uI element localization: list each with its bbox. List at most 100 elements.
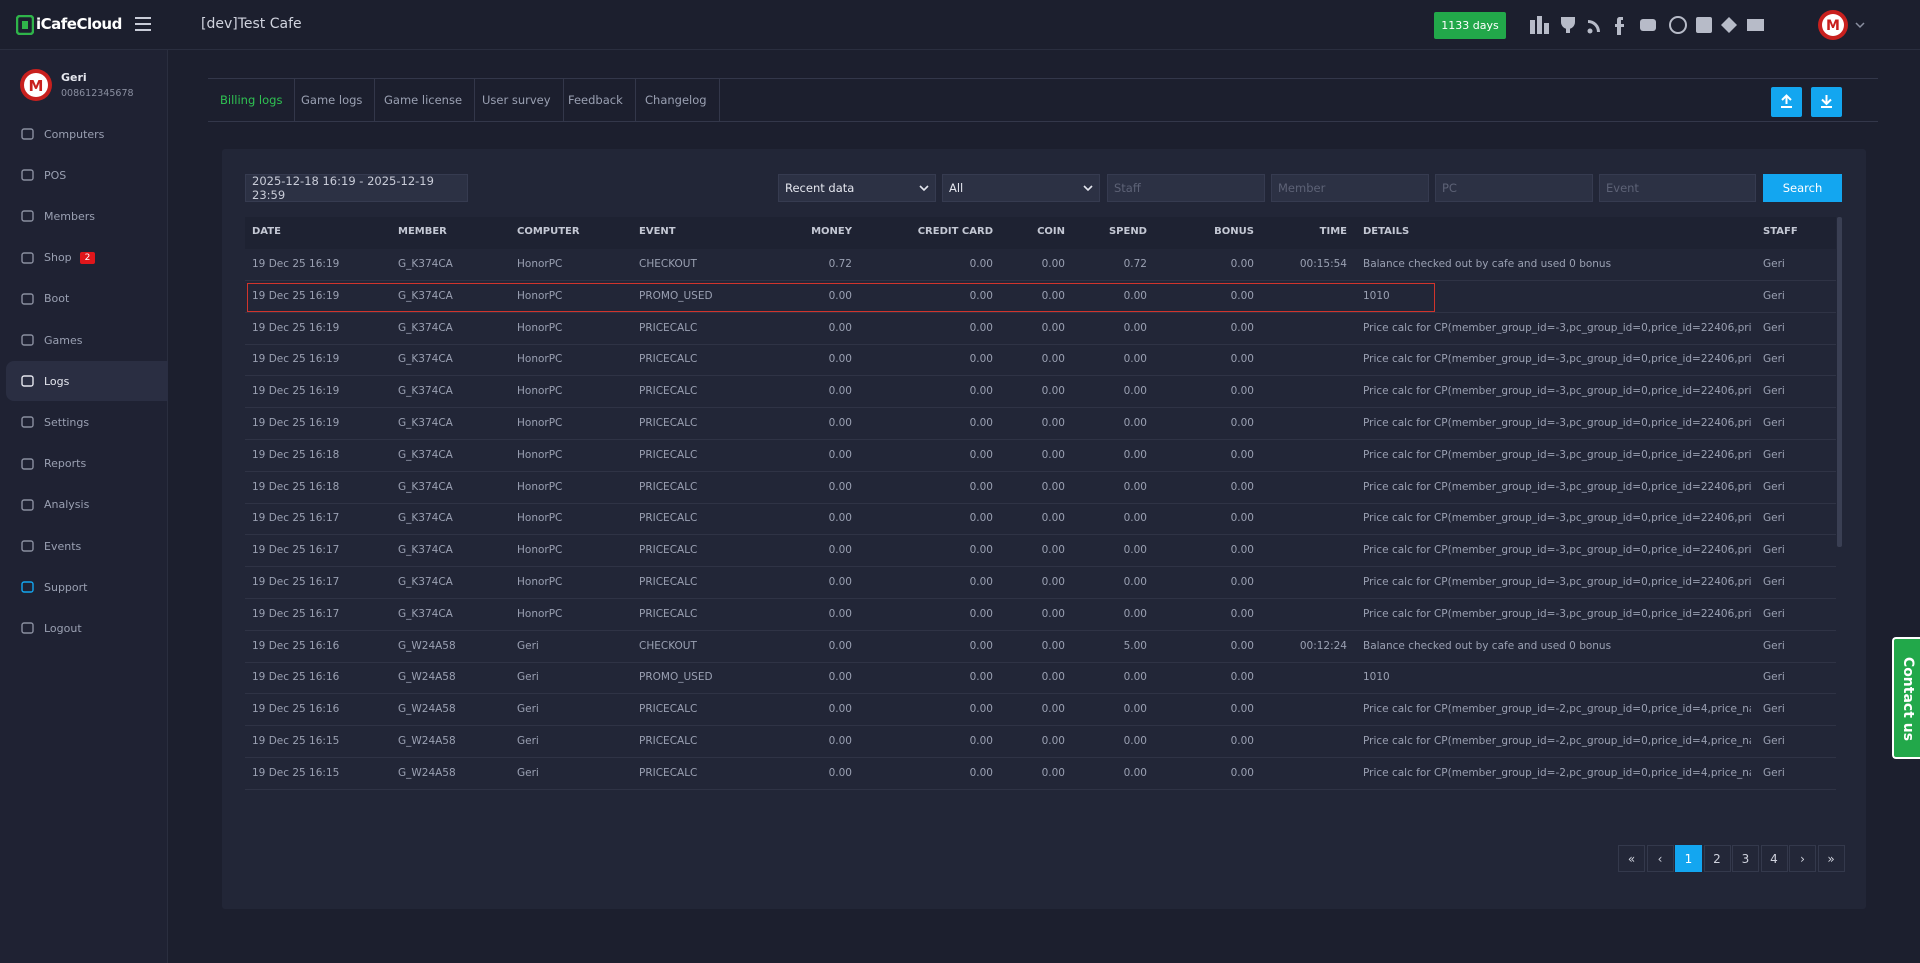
logo-icon — [16, 15, 34, 35]
export-buttons[interactable] — [1771, 87, 1843, 117]
nav-label: Events — [44, 539, 82, 553]
table-cell: 0.00 — [1230, 671, 1254, 684]
scope-select[interactable]: All — [942, 174, 1100, 202]
search-button[interactable]: Search — [1763, 174, 1842, 202]
page-button[interactable]: 1 — [1675, 845, 1702, 872]
nav-item[interactable]: Boot — [6, 279, 168, 319]
table-cell: G_W24A58 — [398, 703, 456, 716]
table-cell: 0.00 — [828, 417, 852, 429]
table-cell: PROMO_USED — [639, 671, 713, 684]
table-cell: PRICECALC — [639, 512, 698, 525]
row-divider — [245, 757, 1836, 758]
chevron — [919, 185, 929, 192]
pc-input[interactable]: PC — [1435, 174, 1593, 202]
table-cell: 0.00 — [1230, 448, 1254, 461]
tab[interactable]: Feedback — [556, 78, 636, 122]
nav-item[interactable]: Settings — [6, 402, 168, 442]
row-divider — [245, 439, 1836, 440]
table-cell: 19 Dec 25 16:18 — [252, 480, 340, 493]
type-select[interactable]: Recent data — [778, 174, 936, 202]
page-button[interactable]: › — [1789, 845, 1816, 872]
contact-tab[interactable]: Contact us — [1892, 637, 1920, 759]
account-menu[interactable]: M — [1818, 9, 1866, 41]
column-header: COIN — [1037, 226, 1065, 237]
nav-item[interactable]: Reports — [6, 444, 168, 484]
table-cell: 19 Dec 25 16:17 — [252, 544, 340, 557]
column-header: TIME — [1319, 226, 1347, 237]
nav-item[interactable]: Games — [6, 320, 168, 360]
days-badge[interactable]: 1133 days — [1434, 12, 1506, 39]
table-cell: 0.00 — [1041, 607, 1065, 620]
page-button[interactable]: 3 — [1732, 845, 1759, 872]
page-button[interactable]: 4 — [1760, 845, 1788, 872]
row-divider — [245, 693, 1836, 695]
table-cell: Geri — [1763, 639, 1785, 652]
table-cell: 19 Dec 25 16:19 — [252, 353, 340, 366]
top-bar: iCafeCloud [dev]Test Cafe 1133 days M — [0, 0, 1920, 50]
nav-item[interactable]: POS — [6, 155, 168, 195]
table-cell: G_K374CA — [398, 385, 453, 398]
table-cell: Geri — [1763, 703, 1785, 716]
tab[interactable]: Billing logs — [208, 78, 296, 122]
member-input[interactable]: Member — [1271, 174, 1429, 202]
nav-icon — [21, 375, 34, 387]
chevron — [1083, 185, 1093, 192]
page-button[interactable]: ‹ — [1646, 845, 1674, 872]
table-cell: 19 Dec 25 16:19 — [252, 321, 340, 334]
nav-item[interactable]: Computers — [6, 114, 168, 154]
table-cell: 0.00 — [969, 671, 993, 684]
table-cell: G_K374CA — [398, 353, 453, 366]
tab[interactable]: User survey — [470, 78, 564, 122]
nav-item[interactable]: Shop 2 — [6, 238, 168, 278]
table-cell: 0.00 — [1041, 544, 1065, 557]
staff-input[interactable]: Staff — [1107, 174, 1265, 202]
table-cell: 0.00 — [828, 480, 852, 493]
table-cell: 0.00 — [828, 512, 852, 525]
menu-toggle[interactable] — [135, 17, 151, 31]
nav-item[interactable]: Events — [6, 526, 168, 566]
table-cell: 0.00 — [828, 353, 852, 366]
nav-item[interactable]: Support — [6, 567, 168, 607]
table-cell: 0.00 — [828, 544, 852, 557]
nav-item[interactable]: Members — [6, 196, 168, 236]
date-range[interactable]: 2025-12-18 16:19 - 2025-12-19 23:59 — [245, 174, 468, 202]
table-cell: 0.00 — [969, 607, 993, 620]
table-cell: HonorPC — [517, 480, 563, 493]
scrollbar[interactable] — [1837, 217, 1842, 547]
table-cell: PRICECALC — [639, 385, 698, 398]
table-cell: G_K374CA — [398, 321, 453, 334]
table-cell: Geri — [1763, 289, 1785, 302]
table-cell: Price calc for CP(member_group_id=-3,pc_… — [1363, 353, 1751, 366]
page-button[interactable]: « — [1618, 845, 1645, 872]
user-avatar: M — [20, 69, 52, 101]
row-divider — [245, 407, 1836, 409]
nav-item[interactable]: Analysis — [6, 485, 168, 525]
table-cell: Geri — [1763, 480, 1785, 493]
page-button[interactable]: 2 — [1703, 845, 1731, 872]
svg-text:M: M — [29, 77, 44, 95]
nav-label: Reports — [44, 457, 87, 471]
table-cell: Price calc for CP(member_group_id=-3,pc_… — [1363, 544, 1751, 557]
page-button[interactable]: » — [1817, 845, 1845, 872]
table-cell: 0.00 — [1041, 766, 1065, 779]
tab[interactable]: Game logs — [289, 78, 376, 122]
nav-label: Members — [44, 209, 95, 223]
table-cell: 19 Dec 25 16:15 — [252, 766, 340, 779]
nav-item[interactable]: Logs — [6, 361, 168, 402]
table-cell: 0.00 — [969, 512, 993, 525]
nav-label: Support — [44, 580, 88, 594]
tab[interactable]: Game license — [372, 78, 476, 122]
table-cell: HonorPC — [517, 321, 563, 334]
table-cell: 0.00 — [828, 766, 852, 779]
column-header: DETAILS — [1363, 226, 1410, 237]
nav-icon — [21, 622, 34, 635]
table-cell: PRICECALC — [639, 448, 698, 461]
table-cell: Geri — [1763, 671, 1785, 684]
tab[interactable]: Changelog — [633, 78, 720, 122]
event-input[interactable]: Event — [1599, 174, 1756, 202]
column-header: MONEY — [811, 226, 852, 237]
table-cell: 19 Dec 25 16:19 — [252, 289, 340, 302]
nav-item[interactable]: Logout — [6, 608, 168, 648]
table-cell: 1010 — [1363, 671, 1390, 684]
